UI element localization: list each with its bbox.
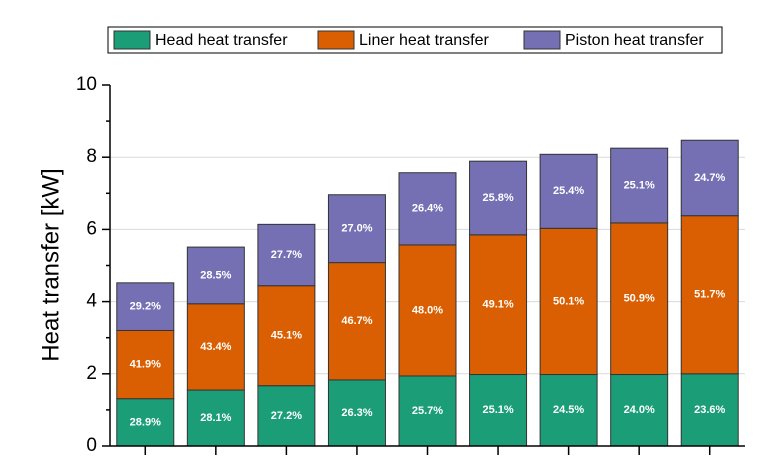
bar-segment [680,215,739,375]
value-label: 27.7% [271,249,302,261]
bar-segment [539,374,598,447]
value-label: 27.0% [341,223,372,235]
bar-segment [539,227,598,376]
value-label: 29.2% [130,301,161,313]
value-label: 26.4% [412,203,443,215]
bar-segment [398,172,457,246]
bar-segment [186,246,245,305]
value-label: 51.7% [694,289,725,301]
bar-segment [186,389,245,447]
value-label: 24.0% [624,404,655,416]
value-label: 49.1% [482,299,513,311]
value-label: 28.9% [130,416,161,428]
value-label: 24.5% [553,404,584,416]
legend-label: Piston heat transfer [565,32,704,49]
bar-segment [610,374,669,447]
value-label: 28.1% [200,412,231,424]
bar-segment [398,375,457,447]
bar-segment [116,398,175,447]
bar-segment [327,379,386,447]
value-label: 23.6% [694,404,725,416]
legend-swatch [317,30,355,50]
value-label: 27.2% [271,410,302,422]
value-label: 48.0% [412,304,443,316]
value-label: 50.1% [553,295,584,307]
legend-box [107,26,723,54]
y-tick-label: 10 [76,74,97,95]
bar-segment [257,223,316,287]
legend-label: Liner heat transfer [359,32,490,49]
bar-segment [469,234,528,376]
bar-segment [539,153,598,229]
y-axis-label: Heat transfer [kW] [37,168,64,361]
bar-segment [469,160,528,236]
value-label: 45.1% [271,330,302,342]
bar-segment [327,194,386,264]
legend-label: Head heat transfer [155,32,288,49]
value-label: 25.1% [624,179,655,191]
value-label: 50.9% [624,293,655,305]
bar-segment [257,385,316,447]
bar-segment [610,222,669,376]
bar-segment [610,147,669,224]
legend-swatch [523,30,561,50]
value-label: 24.7% [694,172,725,184]
y-tick-label: 6 [86,218,97,239]
value-label: 25.7% [412,405,443,417]
value-label: 43.4% [200,341,231,353]
value-label: 25.8% [482,192,513,204]
bar-segment [469,374,528,447]
bar-segment [680,139,739,217]
value-label: 26.3% [341,407,372,419]
value-label: 41.9% [130,359,161,371]
y-tick-label: 2 [86,363,97,384]
value-label: 28.5% [200,269,231,281]
bar-segment [116,329,175,400]
value-label: 25.4% [553,185,584,197]
value-label: 46.7% [341,315,372,327]
bar-segment [680,373,739,447]
y-tick-label: 0 [86,435,97,456]
y-tick-label: 4 [86,291,97,312]
bar-segment [257,285,316,387]
bar-segment [327,262,386,381]
legend-swatch [113,30,151,50]
bar-segment [116,282,175,331]
y-tick-label: 8 [86,146,97,167]
bar-segment [186,303,245,391]
value-label: 25.1% [482,404,513,416]
